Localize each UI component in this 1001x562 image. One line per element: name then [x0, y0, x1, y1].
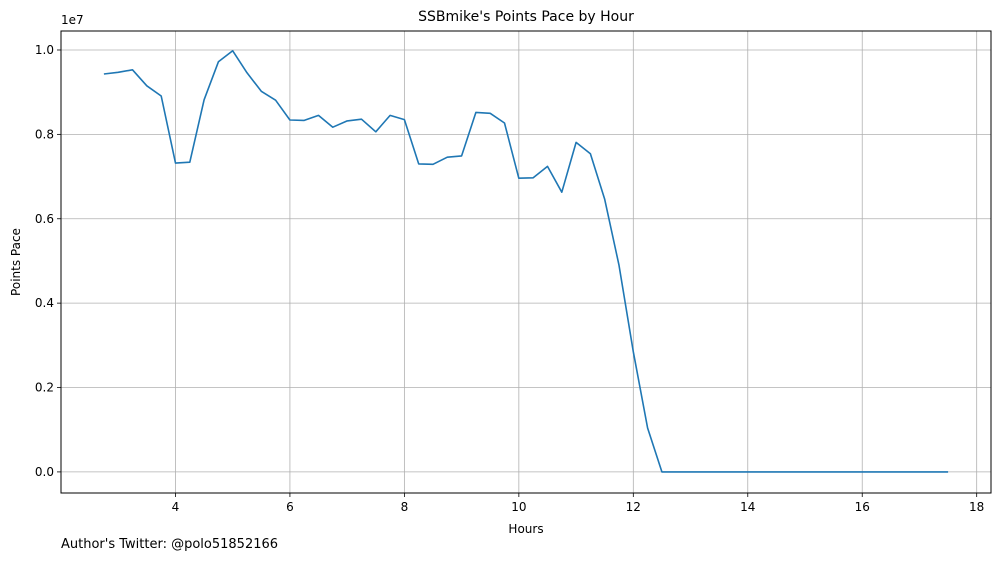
- y-tick-label: 0.0: [35, 465, 54, 479]
- grid: [61, 31, 991, 493]
- x-tick-label: 10: [511, 500, 526, 514]
- y-axis-label: Points Pace: [9, 228, 23, 296]
- x-tick-label: 16: [855, 500, 870, 514]
- y-tick-label: 0.2: [35, 381, 54, 395]
- chart-title: SSBmike's Points Pace by Hour: [418, 9, 634, 25]
- x-tick-label: 6: [286, 500, 294, 514]
- x-axis: 4 6 8 10 12 14 16 18: [172, 493, 984, 514]
- author-credit: Author's Twitter: @polo51852166: [61, 537, 279, 552]
- plot-frame: [60, 30, 992, 494]
- x-tick-label: 12: [626, 500, 641, 514]
- y-tick-label: 0.6: [35, 212, 54, 226]
- x-tick-label: 14: [740, 500, 755, 514]
- y-tick-label: 0.4: [35, 296, 54, 310]
- y-axis: 0.0 0.2 0.4 0.6 0.8 1.0: [35, 43, 61, 479]
- x-tick-label: 4: [172, 500, 180, 514]
- y-tick-label: 1.0: [35, 43, 54, 57]
- y-tick-label: 0.8: [35, 127, 54, 141]
- series-line: [103, 49, 949, 473]
- series-line-layer: [103, 49, 949, 473]
- x-axis-label: Hours: [508, 522, 543, 536]
- y-scale-label: 1e7: [61, 13, 84, 27]
- x-tick-label: 18: [969, 500, 984, 514]
- x-tick-label: 8: [401, 500, 409, 514]
